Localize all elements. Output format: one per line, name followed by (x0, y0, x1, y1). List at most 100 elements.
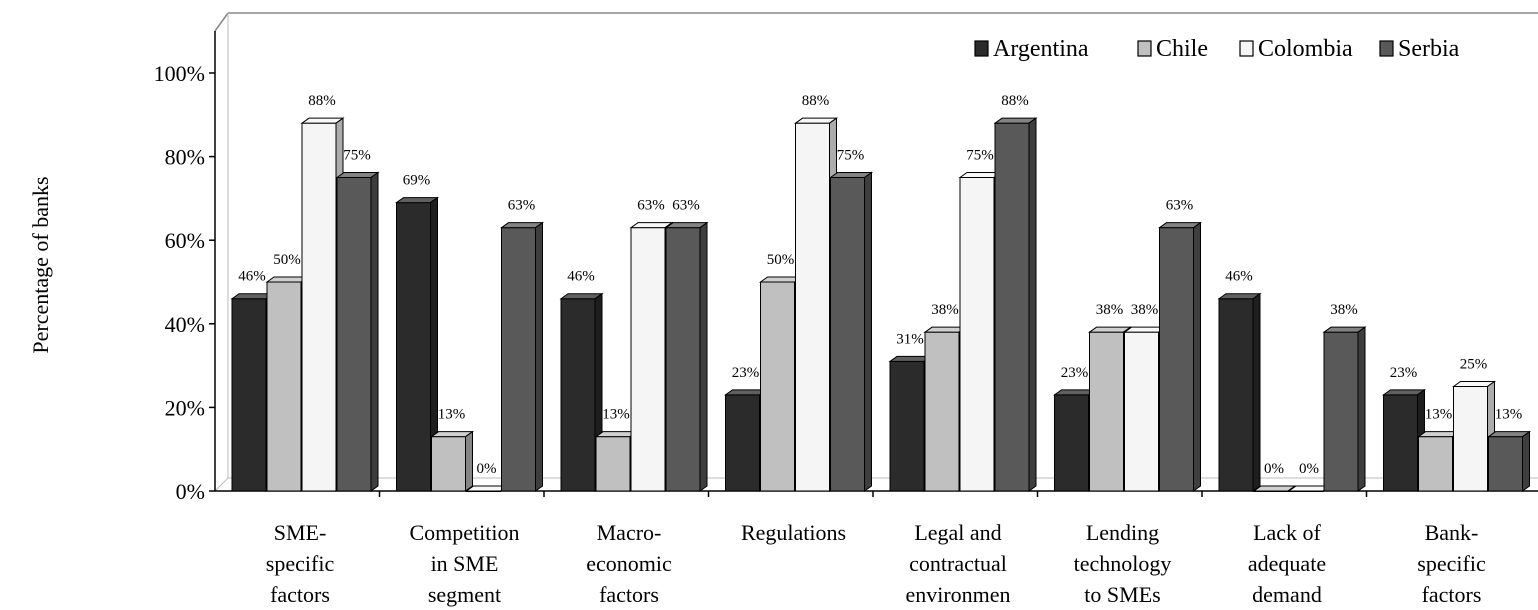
x-category-label: economic (586, 551, 672, 576)
bar-front (1218, 298, 1254, 492)
data-label: 46% (1225, 269, 1253, 285)
x-category-label: factors (1422, 582, 1482, 607)
x-category-label: adequate (1248, 551, 1326, 576)
x-axis: SME-specific factors Competition in SME segm… (215, 490, 1538, 607)
x-category-label: factors (599, 582, 659, 607)
bar (828, 171, 874, 492)
data-label: 50% (273, 252, 301, 268)
data-labels: 46% 50% 88% 75% 69% 13% 0% 63% 46% 13% 63% 63% 23% 50… (238, 93, 1522, 477)
bar-front (1418, 436, 1453, 492)
x-category-label: Bank- (1425, 520, 1479, 545)
bar (394, 196, 440, 492)
bar-front (266, 281, 302, 492)
data-label: 23% (732, 365, 760, 381)
bar-front (1089, 331, 1124, 492)
data-label: 63% (1166, 198, 1194, 214)
x-category-label: Competition (410, 520, 520, 545)
data-label: 88% (802, 93, 830, 109)
data-label: 75% (343, 148, 371, 164)
x-category-label: segment (428, 582, 501, 607)
bar-front (924, 331, 960, 492)
bar-side (465, 430, 473, 492)
legend-swatch (1137, 40, 1152, 57)
bar (1322, 326, 1367, 492)
x-category-label: factors (270, 582, 330, 607)
bar-front (231, 298, 267, 492)
data-label: 23% (1061, 365, 1089, 381)
data-label: 69% (403, 173, 431, 189)
y-axis-title: Percentage of banks (28, 176, 53, 353)
bar-front (994, 122, 1030, 492)
bar (429, 430, 475, 492)
bar-front (301, 122, 337, 492)
bar-front (396, 202, 431, 492)
bar-front (1488, 436, 1523, 492)
y-tick-label: 80% (165, 145, 205, 170)
data-label: 63% (637, 198, 665, 214)
data-label: 13% (1495, 407, 1523, 423)
data-label: 31% (896, 331, 924, 347)
bar (1157, 221, 1203, 492)
bar (1486, 430, 1532, 492)
x-category-label: Macro- (597, 520, 662, 545)
legend-swatch (974, 40, 989, 57)
bar-side (1357, 326, 1366, 492)
data-label: 88% (308, 93, 336, 109)
bar (499, 221, 545, 492)
bar-front (560, 298, 596, 492)
x-category-label: Regulations (741, 520, 846, 545)
frame-floor-side-edge (214, 477, 229, 492)
y-tick-label: 20% (165, 395, 205, 420)
data-label: 13% (438, 407, 466, 423)
x-category-label: Lending (1086, 520, 1159, 545)
bar-front (431, 436, 466, 492)
y-axis: 0% 20% 40% 60% 80% 100% (154, 31, 216, 504)
x-category-label: technology (1074, 551, 1172, 576)
bar (664, 221, 709, 492)
legend-swatch (1379, 40, 1394, 57)
y-tick-label: 100% (154, 61, 205, 86)
bar-front (725, 394, 760, 492)
bar-front (1383, 394, 1418, 492)
data-label: 0% (1264, 461, 1284, 477)
bar-front (760, 281, 795, 492)
bar-side (535, 221, 543, 492)
bar-front (1453, 386, 1488, 492)
bar (559, 292, 604, 492)
legend-label: Chile (1156, 36, 1208, 62)
bar-side (1193, 221, 1201, 492)
x-category-label: to SMEs (1084, 582, 1160, 607)
x-category-label: demand (1252, 582, 1322, 607)
bar-front (959, 177, 995, 492)
y-tick-label: 60% (165, 228, 205, 253)
data-label: 13% (602, 407, 630, 423)
bar-front (501, 227, 536, 492)
bar-front (665, 227, 701, 492)
data-label: 63% (672, 198, 700, 214)
x-category-label: SME- (274, 520, 327, 545)
legend-swatch (1239, 40, 1254, 57)
x-category-label: specific (266, 551, 335, 576)
legend-label: Argentina (993, 36, 1089, 62)
bar-side (864, 171, 872, 492)
bar-front (1124, 331, 1159, 492)
frame-back-left-edge (214, 12, 229, 32)
data-label: 38% (1096, 302, 1124, 318)
bar-front (1054, 394, 1089, 492)
data-label: 75% (837, 148, 865, 164)
bar-front (1159, 227, 1194, 492)
bar-side (1028, 117, 1037, 492)
data-label: 38% (1330, 302, 1358, 318)
x-category-label: contractual (909, 551, 1007, 576)
bar-front (889, 360, 925, 492)
data-label: 88% (1001, 93, 1029, 109)
bar-front (830, 177, 865, 492)
bar (993, 117, 1038, 492)
legend-label: Serbia (1398, 36, 1460, 62)
bars (230, 117, 1532, 492)
bar-front (336, 177, 372, 492)
x-category-label: Lack of (1253, 520, 1321, 545)
bar-side (1287, 485, 1296, 492)
data-label: 46% (567, 269, 595, 285)
x-category-label: in SME (431, 551, 499, 576)
